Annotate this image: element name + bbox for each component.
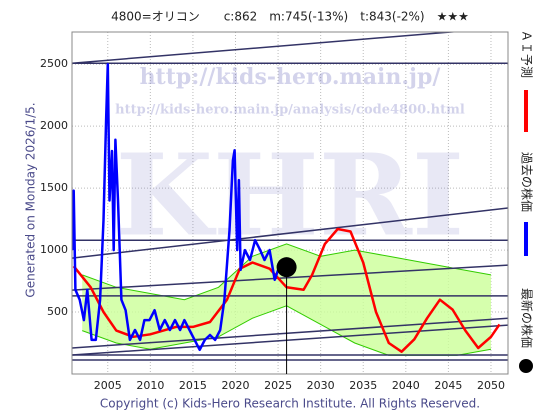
x-tick-label: 2030: [307, 379, 335, 392]
series-line: [72, 227, 501, 353]
y-tick-label: 1500: [40, 181, 68, 194]
x-tick-label: 2040: [392, 379, 420, 392]
trend-line: [72, 317, 508, 349]
y-tick-label: 2000: [40, 119, 68, 132]
generated-date: Generated on Monday 2026/1/5.: [24, 102, 38, 297]
watermark: http://kids-hero.main.jp/: [140, 64, 442, 90]
x-tick-label: 2020: [222, 379, 250, 392]
legend-label: ＡＩ予測: [520, 30, 534, 78]
legend-label: 最新の株価: [520, 288, 535, 348]
trend-line: [72, 207, 508, 259]
y-tick-label: 500: [47, 305, 68, 318]
copyright: Copyright (c) Kids-Hero Research Institu…: [100, 397, 480, 411]
y-tick-label: 2500: [40, 57, 68, 70]
x-tick-label: 2050: [477, 379, 505, 392]
legend-swatch: [519, 359, 533, 373]
chart-title: 4800=オリコン c:862 m:745(-13%) t:843(-2%) ★…: [111, 10, 469, 24]
x-tick-label: 2035: [349, 379, 377, 392]
watermark: KHRI: [116, 130, 465, 261]
plot-frame: [71, 31, 509, 375]
x-tick-label: 2045: [434, 379, 462, 392]
latest-point: [276, 257, 297, 278]
x-tick-label: 2015: [179, 379, 207, 392]
legend-label: 過去の株価: [520, 152, 535, 212]
trend-line: [72, 264, 508, 291]
x-tick-label: 2005: [94, 379, 122, 392]
series-line: [72, 62, 288, 352]
band-upper: [82, 243, 492, 301]
watermark: http://kids-hero.main.jp/analysis/code48…: [115, 103, 465, 118]
trend-line: [72, 324, 508, 356]
x-tick-label: 2025: [264, 379, 292, 392]
x-tick-label: 2010: [136, 379, 164, 392]
trend-line: [72, 32, 461, 64]
y-tick-label: 1000: [40, 243, 68, 256]
